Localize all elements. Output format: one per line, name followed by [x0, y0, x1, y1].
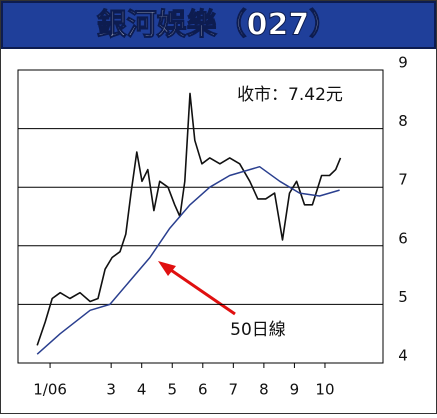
- close-annotation: 收市：7.42元: [237, 85, 343, 105]
- y-tick-label: 9: [398, 54, 408, 72]
- x-tick-label: 4: [137, 381, 147, 399]
- series-line: [36, 165, 340, 355]
- ma-annotation: 50日線: [230, 320, 286, 340]
- y-tick-label: 8: [398, 112, 408, 130]
- x-tick-label: 5: [167, 381, 177, 399]
- x-tick-label: 3: [106, 381, 116, 399]
- x-tick-label: 10: [315, 381, 334, 399]
- y-tick-label: 5: [398, 288, 408, 306]
- x-tick-label: 9: [290, 381, 300, 399]
- y-tick-label: 7: [398, 171, 408, 189]
- chart-title: 銀河娛樂（027）: [97, 8, 340, 43]
- arrow: [164, 264, 236, 316]
- y-tick-label: 4: [398, 347, 408, 365]
- title-bar: [1, 1, 436, 49]
- arrow-head: [158, 261, 176, 276]
- series-line: [36, 92, 342, 346]
- x-tick-label: 7: [229, 381, 239, 399]
- y-tick-label: 6: [398, 229, 408, 247]
- x-tick-label: 1/06: [33, 381, 67, 399]
- x-tick-label: 6: [198, 381, 208, 399]
- plot-area: [17, 69, 384, 364]
- x-tick-label: 8: [259, 381, 269, 399]
